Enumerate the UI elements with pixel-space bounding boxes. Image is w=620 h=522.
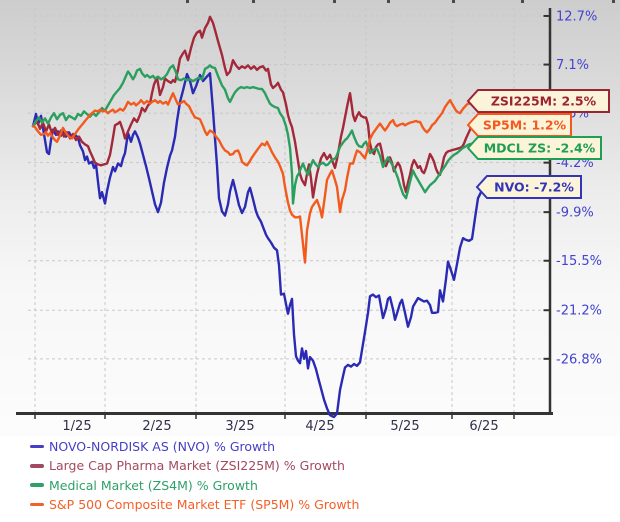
callout-flag-mdcl-zs: [466, 136, 602, 160]
callout-text: NVO: -7.2%: [494, 180, 574, 195]
clipped-title-glyph: [186, 0, 189, 3]
y-tick-label: -9.9%: [556, 206, 594, 221]
legend-swatch-nvo: [30, 444, 44, 449]
chart-plot-svg: 1/25 2/25 3/25 4/25 5/25 6/2512.7%7.1%1.5%-4.…: [16, 8, 610, 434]
clipped-title-glyph: [521, 0, 524, 3]
clipped-title-glyph: [333, 0, 336, 3]
legend-swatch-sp5m: [30, 502, 44, 507]
y-tick-label: -21.2%: [556, 304, 602, 319]
clipped-title-glyph: [252, 0, 255, 3]
series-line-nvo: [31, 72, 492, 419]
legend-label-nvo: NOVO-NORDISK AS (NVO) % Growth: [49, 439, 276, 455]
legend-swatch-zsi225m: [30, 464, 44, 468]
y-tick-label: -15.5%: [556, 254, 602, 269]
legend-label-zs4m: Medical Market (ZS4M) % Growth: [49, 477, 258, 493]
callout-flag-nvo: [475, 175, 582, 199]
x-tick-label: 2/25: [142, 419, 171, 434]
chart-legend: NOVO-NORDISK AS (NVO) % Growth Large Cap…: [30, 437, 590, 514]
legend-swatch-zs4m: [30, 483, 44, 487]
x-tick-label: 6/25: [469, 419, 498, 434]
x-tick-label: 4/25: [305, 419, 334, 434]
legend-item-zsi225m: Large Cap Pharma Market (ZSI225M) % Grow…: [30, 456, 590, 475]
clipped-title-glyph: [612, 0, 615, 3]
x-tick-label: 5/25: [390, 419, 419, 434]
callout-text: MDCL ZS: -2.4%: [484, 141, 596, 156]
callout-text: ZSI225M: 2.5%: [491, 94, 597, 109]
series-line-zs4m: [31, 64, 492, 205]
series-line-sp5m: [31, 91, 492, 264]
legend-label-zsi225m: Large Cap Pharma Market (ZSI225M) % Grow…: [49, 458, 345, 474]
clipped-title-glyph: [387, 0, 390, 3]
legend-label-sp5m: S&P 500 Composite Market ETF (SP5M) % Gr…: [49, 497, 360, 513]
legend-item-nvo: NOVO-NORDISK AS (NVO) % Growth: [30, 437, 590, 456]
callout-text: SP5M: 1.2%: [483, 118, 567, 133]
callout-flag-zsi225m: [466, 89, 610, 113]
series-line-zsi225m: [31, 15, 492, 199]
legend-item-sp5m: S&P 500 Composite Market ETF (SP5M) % Gr…: [30, 495, 590, 514]
clipped-title-glyph: [452, 0, 455, 3]
y-tick-label: 12.7%: [556, 9, 597, 24]
x-tick-label: 1/25: [62, 419, 91, 434]
legend-item-zs4m: Medical Market (ZS4M) % Growth: [30, 476, 590, 495]
y-tick-label: 7.1%: [556, 58, 589, 73]
y-tick-label: -26.8%: [556, 352, 602, 367]
callout-flag-sp5m: [466, 113, 572, 137]
x-tick-label: 3/25: [225, 419, 254, 434]
